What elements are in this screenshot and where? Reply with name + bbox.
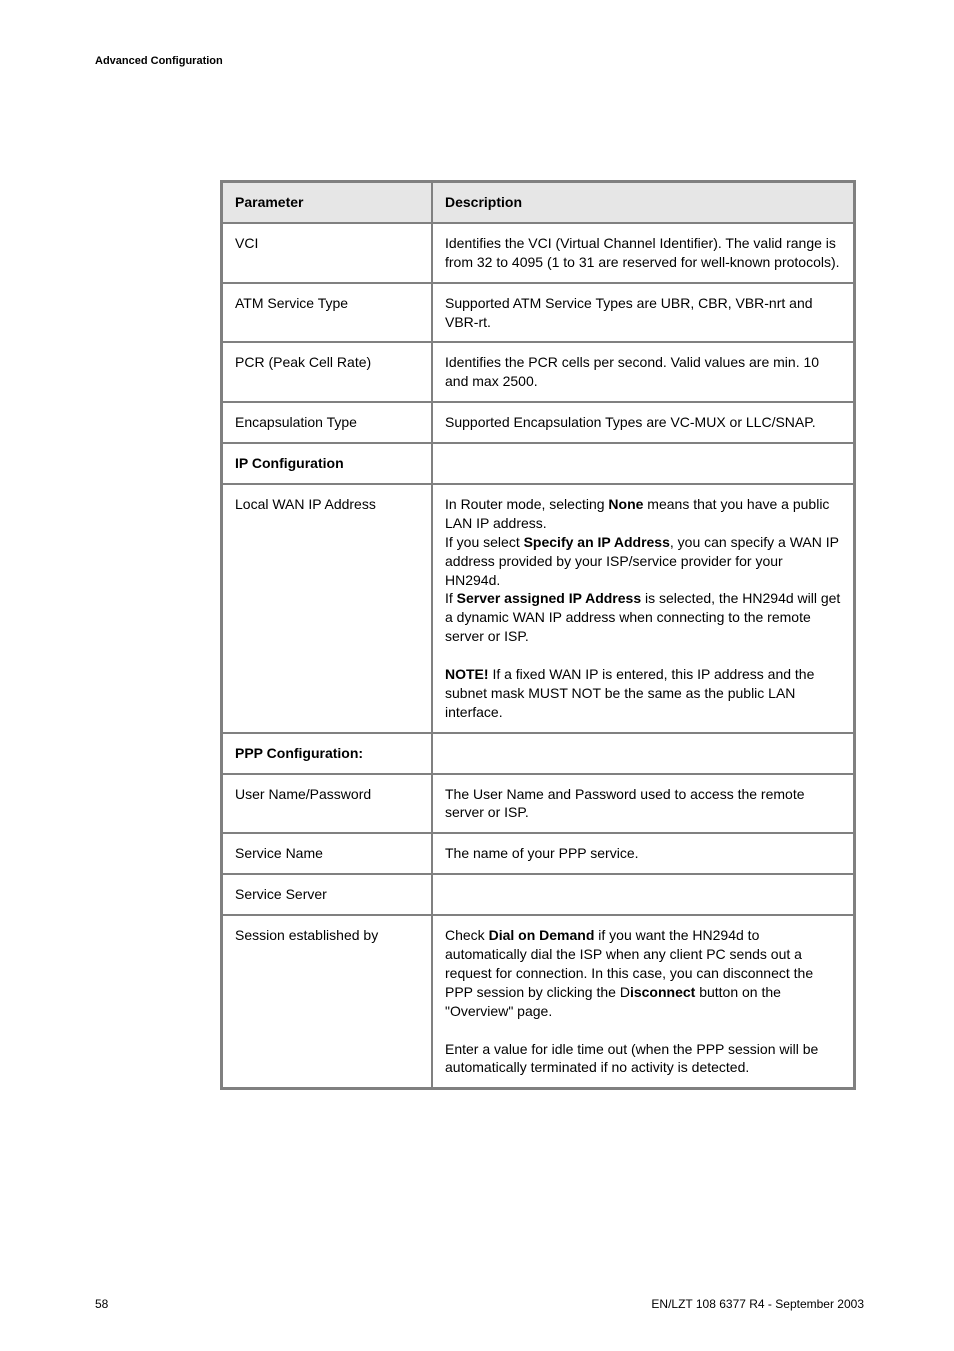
desc-cell [432,733,854,774]
table-row: Local WAN IP AddressIn Router mode, sele… [222,484,854,733]
table-row: Session established byCheck Dial on Dema… [222,915,854,1088]
page-number: 58 [95,1297,108,1311]
param-cell: Service Server [222,874,432,915]
col-description-header: Description [432,182,854,223]
desc-cell [432,443,854,484]
param-cell: PPP Configuration: [222,733,432,774]
desc-cell: The User Name and Password used to acces… [432,774,854,834]
desc-cell: Identifies the VCI (Virtual Channel Iden… [432,223,854,283]
page-footer: 58 EN/LZT 108 6377 R4 - September 2003 [95,1297,864,1311]
table-row: Encapsulation TypeSupported Encapsulatio… [222,402,854,443]
table-row: VCIIdentifies the VCI (Virtual Channel I… [222,223,854,283]
table-row: ATM Service TypeSupported ATM Service Ty… [222,283,854,343]
param-cell: VCI [222,223,432,283]
param-cell: ATM Service Type [222,283,432,343]
table-row: PPP Configuration: [222,733,854,774]
table-row: Service Server [222,874,854,915]
desc-cell: Identifies the PCR cells per second. Val… [432,342,854,402]
table-row: PCR (Peak Cell Rate)Identifies the PCR c… [222,342,854,402]
param-cell: Session established by [222,915,432,1088]
desc-cell [432,874,854,915]
col-parameter-header: Parameter [222,182,432,223]
desc-cell: The name of your PPP service. [432,833,854,874]
desc-cell: Supported Encapsulation Types are VC-MUX… [432,402,854,443]
desc-cell: Supported ATM Service Types are UBR, CBR… [432,283,854,343]
param-cell: Encapsulation Type [222,402,432,443]
params-table: Parameter Description VCIIdentifies the … [220,180,856,1090]
table-row: IP Configuration [222,443,854,484]
table-row: User Name/PasswordThe User Name and Pass… [222,774,854,834]
desc-cell: In Router mode, selecting None means tha… [432,484,854,733]
doc-reference: EN/LZT 108 6377 R4 - September 2003 [651,1297,864,1311]
desc-cell: Check Dial on Demand if you want the HN2… [432,915,854,1088]
param-cell: User Name/Password [222,774,432,834]
param-cell: IP Configuration [222,443,432,484]
param-cell: Local WAN IP Address [222,484,432,733]
param-cell: PCR (Peak Cell Rate) [222,342,432,402]
table-row: Service NameThe name of your PPP service… [222,833,854,874]
section-header: Advanced Configuration [95,55,223,67]
param-cell: Service Name [222,833,432,874]
